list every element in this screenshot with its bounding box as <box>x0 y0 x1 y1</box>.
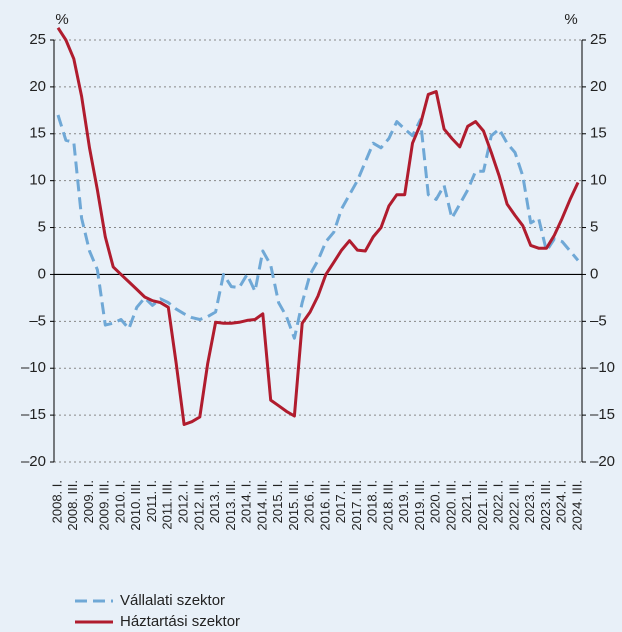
y2-tick-label: 15 <box>590 125 607 142</box>
x-tick-label: 2017. III. <box>349 480 364 531</box>
y-tick-label: –20 <box>21 453 46 470</box>
x-tick-label: 2020. III. <box>443 480 458 531</box>
x-tick-label: 2010. III. <box>128 480 143 531</box>
x-tick-label: 2022. I. <box>491 480 506 523</box>
series-line <box>56 114 580 340</box>
y-tick-label: 10 <box>29 172 46 189</box>
y2-axis-unit: % <box>564 11 577 28</box>
x-tick-label: 2021. I. <box>459 480 474 523</box>
y2-tick-label: 5 <box>590 219 598 236</box>
x-tick-label: 2014. I. <box>239 480 254 523</box>
x-tick-label: 2013. III. <box>223 480 238 531</box>
x-tick-label: 2017. I. <box>333 480 348 523</box>
y2-tick-label: –15 <box>590 406 615 423</box>
x-tick-label: 2014. III. <box>254 480 269 531</box>
x-tick-label: 2009. I. <box>81 480 96 523</box>
x-tick-label: 2019. III. <box>412 480 427 531</box>
y-tick-label: 25 <box>29 31 46 48</box>
x-tick-label: 2015. I. <box>270 480 285 523</box>
x-tick-label: 2012. III. <box>191 480 206 531</box>
y-tick-label: –10 <box>21 359 46 376</box>
x-tick-label: 2023. I. <box>522 480 537 523</box>
x-tick-label: 2011. I. <box>144 480 159 522</box>
y-tick-label: –15 <box>21 406 46 423</box>
y2-tick-label: 20 <box>590 78 607 95</box>
legend-label: Vállalati szektor <box>120 592 225 609</box>
y2-tick-label: –10 <box>590 359 615 376</box>
x-tick-label: 2013. I. <box>207 480 222 523</box>
series-line <box>56 26 580 426</box>
y-axis-unit: % <box>55 11 68 28</box>
y-tick-label: 15 <box>29 125 46 142</box>
x-tick-label: 2008. III. <box>65 480 80 531</box>
x-tick-label: 2018. III. <box>380 480 395 531</box>
x-tick-label: 2015. III. <box>286 480 301 531</box>
x-tick-label: 2009. III. <box>97 480 112 531</box>
x-tick-label: 2016. I. <box>302 480 317 523</box>
x-tick-label: 2016. III. <box>317 480 332 531</box>
x-tick-label: 2019. I. <box>396 480 411 523</box>
x-tick-label: 2024. I. <box>554 480 569 523</box>
x-tick-label: 2024. III. <box>569 480 584 531</box>
y2-tick-label: 0 <box>590 265 598 282</box>
x-tick-label: 2023. III. <box>538 480 553 531</box>
x-tick-label: 2011. III. <box>160 480 175 530</box>
x-tick-label: 2022. III. <box>506 480 521 531</box>
x-tick-label: 2010. I. <box>112 480 127 523</box>
legend-label: Háztartási szektor <box>120 613 240 630</box>
x-tick-label: 2012. I. <box>175 480 190 523</box>
y2-tick-label: –20 <box>590 453 615 470</box>
x-tick-label: 2021. III. <box>475 480 490 531</box>
y2-tick-label: 10 <box>590 172 607 189</box>
x-tick-label: 2018. I. <box>365 480 380 523</box>
y2-tick-label: –5 <box>590 312 607 329</box>
y-tick-label: –5 <box>29 312 46 329</box>
y2-tick-label: 25 <box>590 31 607 48</box>
x-tick-label: 2020. I. <box>428 480 443 523</box>
y-tick-label: 5 <box>38 219 46 236</box>
x-tick-label: 2008. I. <box>49 480 64 523</box>
y-tick-label: 0 <box>38 265 46 282</box>
y-tick-label: 20 <box>29 78 46 95</box>
